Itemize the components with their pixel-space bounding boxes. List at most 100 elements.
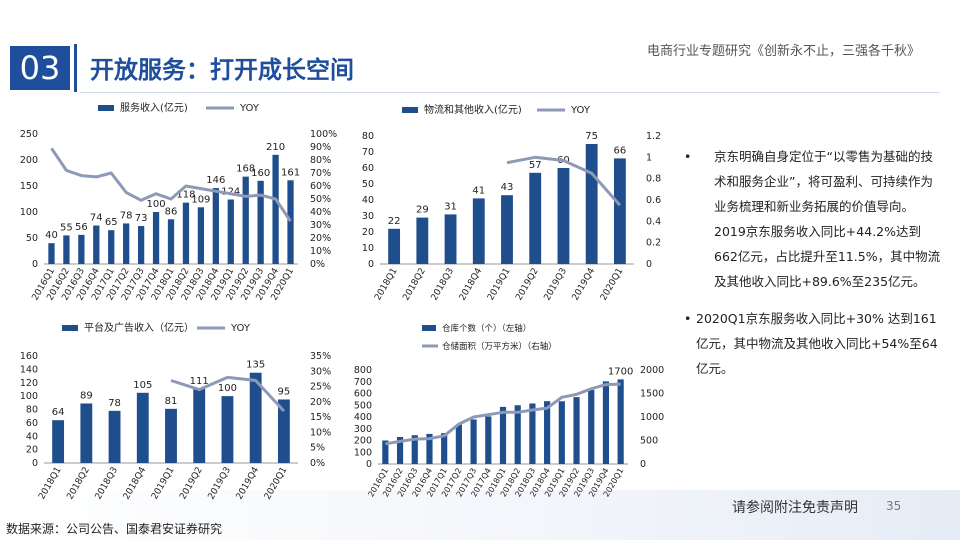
- y-tick-label: 80: [362, 131, 374, 142]
- data-label: 89: [80, 390, 93, 401]
- y-tick-label: 100: [20, 391, 38, 402]
- y2-tick-label: 40%: [310, 207, 331, 218]
- disclaimer-link[interactable]: 请参阅附注免责声明: [732, 500, 858, 516]
- bullet-dot: •: [684, 149, 692, 164]
- y2-tick-label: 0.4: [646, 216, 661, 227]
- bar: [93, 225, 100, 264]
- bar: [167, 219, 175, 264]
- y-tick-label: 60: [26, 418, 38, 429]
- page-title: 开放服务：打开成长空间: [90, 56, 354, 84]
- bar: [472, 198, 485, 264]
- y-tick-label: 30: [362, 211, 374, 222]
- data-label: 135: [246, 360, 265, 371]
- y-tick-label: 40: [362, 195, 374, 206]
- y2-tick-label: 0%: [310, 259, 325, 270]
- bar: [152, 212, 160, 264]
- data-label: 73: [135, 213, 148, 224]
- y-tick-label: 20: [26, 445, 38, 456]
- x-tick-label: 2019Q3: [543, 267, 570, 303]
- y2-tick-label: 70%: [310, 168, 331, 179]
- legend-label: 服务收入(亿元): [120, 101, 188, 114]
- data-label: 31: [444, 201, 457, 212]
- data-label: 65: [105, 217, 118, 228]
- data-label: 210: [266, 142, 285, 153]
- data-label: 1700: [608, 366, 633, 377]
- data-label: 66: [614, 145, 627, 156]
- bar: [617, 379, 624, 464]
- bar: [137, 226, 145, 264]
- series-line: [170, 375, 286, 413]
- bar: [287, 180, 294, 264]
- footer-band: [0, 490, 960, 540]
- bar: [257, 180, 264, 264]
- y-tick-label: 0: [32, 259, 38, 270]
- y2-tick-label: 30%: [310, 366, 331, 377]
- y-tick-label: 50: [362, 179, 374, 190]
- y2-tick-label: 1: [646, 152, 652, 163]
- y2-tick-label: 10%: [310, 427, 331, 438]
- y2-tick-label: 60%: [310, 181, 331, 192]
- y-tick-label: 800: [354, 365, 372, 376]
- y-tick-label: 250: [20, 129, 38, 140]
- y-tick-label: 60: [362, 163, 374, 174]
- data-label: 81: [165, 396, 178, 407]
- bar: [227, 199, 234, 264]
- x-tick-label: 2018Q3: [94, 466, 121, 502]
- data-label: 75: [585, 131, 598, 142]
- legend-label: 仓储面积（万平方米）（右轴）: [442, 341, 557, 352]
- y-tick-label: 500: [354, 400, 372, 411]
- x-tick-label: 2020Q1: [263, 466, 290, 502]
- data-label: 100: [218, 383, 237, 394]
- y-tick-label: 80: [26, 405, 38, 416]
- chart-service-revenue: 服务收入(亿元) YOY 0 50 100 150 200 250 0% 10% 20% 30% 40%…: [20, 101, 337, 302]
- bar: [388, 228, 401, 264]
- data-label: 55: [60, 222, 73, 233]
- bar: [557, 168, 570, 264]
- bar: [441, 433, 448, 464]
- y2-tick-label: 1.2: [646, 131, 661, 142]
- y-tick-label: 50: [26, 233, 38, 244]
- y-tick-label: 700: [354, 377, 372, 388]
- x-tick-label: 2018Q2: [65, 466, 92, 502]
- y-tick-label: 150: [20, 181, 38, 192]
- data-label: 105: [133, 380, 152, 391]
- y-tick-label: 100: [20, 207, 38, 218]
- x-tick-label: 2018Q1: [37, 466, 64, 502]
- y2-tick-label: 1500: [640, 389, 664, 400]
- y2-tick-label: 50%: [310, 194, 331, 205]
- y2-tick-label: 30%: [310, 220, 331, 231]
- y-tick-label: 70: [362, 147, 374, 158]
- bar: [529, 403, 536, 464]
- data-label: 95: [278, 386, 291, 397]
- bar: [221, 396, 234, 463]
- x-tick-label: 2019Q2: [514, 267, 541, 303]
- y-tick-label: 100: [354, 447, 372, 458]
- y2-tick-label: 15%: [310, 412, 331, 423]
- bar: [470, 419, 477, 464]
- y2-tick-label: 2000: [640, 365, 664, 376]
- bar: [396, 436, 404, 464]
- bar: [613, 158, 626, 264]
- data-label: 146: [206, 175, 225, 186]
- x-tick-label: 2019Q3: [207, 466, 234, 502]
- bar: [78, 234, 85, 264]
- data-source: 数据来源：公司公告、国泰君安证券研究: [6, 522, 223, 536]
- bar: [123, 223, 130, 264]
- legend-swatch-bar: [62, 325, 78, 331]
- report-subtitle: 电商行业专题研究《创新永不止，三强各千秋》: [646, 44, 920, 59]
- x-tick-label: 2019Q4: [235, 465, 262, 501]
- y2-tick-label: 0.6: [646, 195, 661, 206]
- data-label: 118: [176, 190, 195, 201]
- x-tick-label: 2020Q1: [599, 267, 626, 303]
- data-label: 43: [501, 182, 514, 193]
- data-label: 160: [251, 168, 270, 179]
- y2-tick-label: 5%: [310, 443, 325, 454]
- y-tick-label: 10: [362, 243, 374, 254]
- data-label: 111: [190, 376, 209, 387]
- chart-platform-ad-revenue: 平台及广告收入（亿元） YOY 0 20 40 60 80 100 120 140 160 0% 5% 1…: [20, 321, 331, 502]
- data-label: 124: [221, 187, 240, 198]
- chart-logistics-revenue: 物流和其他收入(亿元) YOY 0 10 20 30 40 50 60 70 80 0 0.2 0.4 0.…: [362, 103, 661, 303]
- y-tick-label: 0: [366, 459, 372, 470]
- y-tick-label: 140: [20, 364, 38, 375]
- legend-label: 平台及广告收入（亿元）: [84, 321, 194, 334]
